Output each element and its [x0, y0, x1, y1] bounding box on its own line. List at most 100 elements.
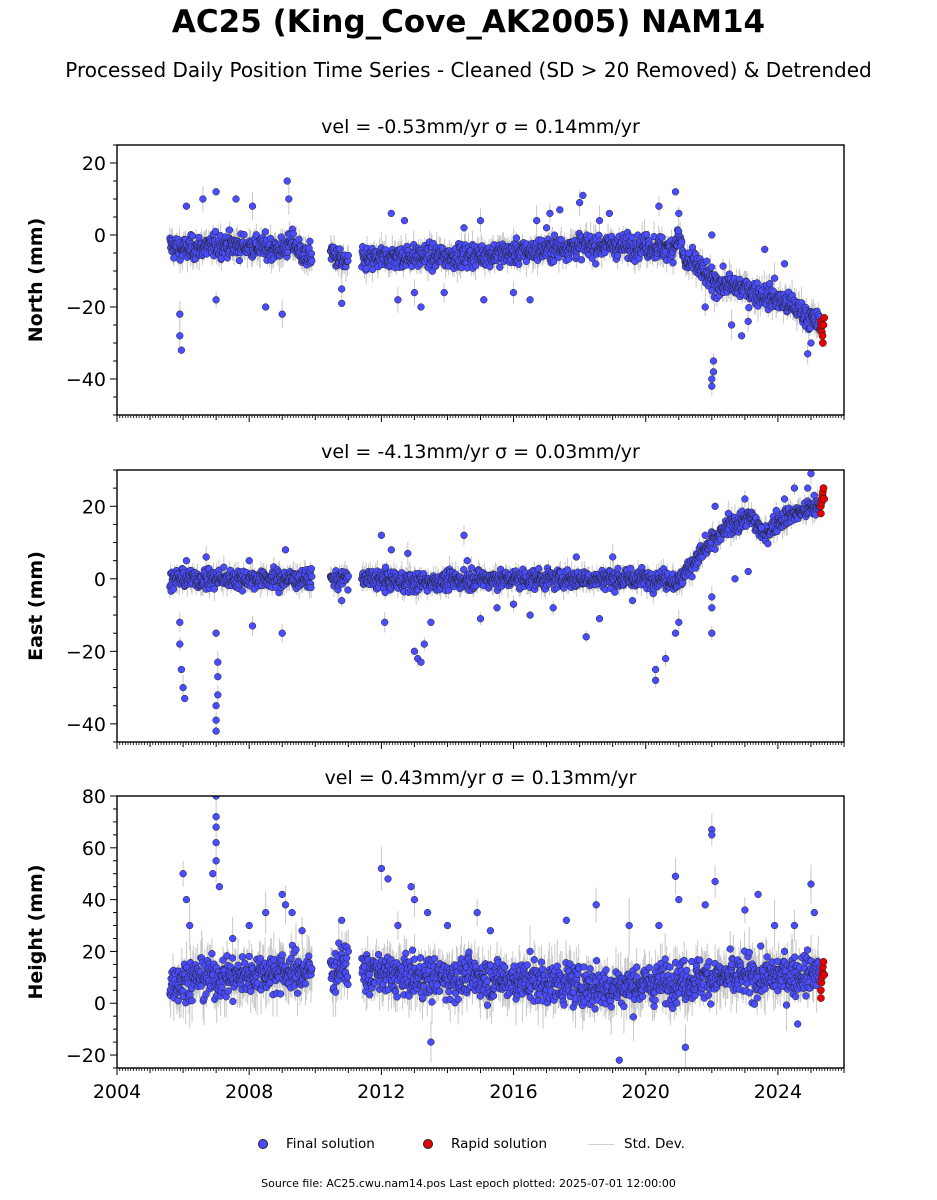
final-solution-point [703, 257, 711, 265]
final-solution-point [688, 573, 696, 581]
y-tick-label: 20 [82, 153, 106, 175]
final-solution-point [220, 563, 228, 571]
final-solution-point [232, 195, 240, 203]
final-solution-point [307, 249, 316, 258]
final-solution-point [655, 202, 663, 210]
final-solution-point [709, 357, 718, 365]
final-solution-point [338, 299, 346, 308]
final-solution-point [262, 303, 270, 311]
final-solution-point [394, 296, 402, 304]
final-solution-point [467, 564, 476, 572]
final-solution-point [235, 256, 243, 265]
final-solution-point [708, 231, 716, 239]
rapid-solution-point [819, 339, 827, 347]
final-solution-point [338, 285, 346, 293]
rapid-solution-point [819, 321, 828, 329]
plot-area-north [166, 177, 829, 396]
final-solution-point [307, 565, 316, 573]
final-solution-point [261, 228, 270, 236]
figure-title: AC25 (King_Cove_AK2005) NAM14 [171, 4, 766, 40]
final-solution-point [675, 209, 683, 218]
final-solution-point [387, 209, 395, 218]
final-solution-point [669, 259, 677, 267]
final-solution-point [707, 263, 716, 271]
final-solution-point [737, 332, 746, 340]
final-solution-point [678, 238, 686, 246]
final-solution-point [308, 257, 316, 265]
final-solution-point [764, 540, 772, 548]
final-solution-point [605, 209, 614, 218]
panel-north: vel = -0.53mm/yr σ = 0.14mm/yr North (mm)… [25, 116, 845, 422]
final-solution-point [512, 234, 521, 242]
final-solution-point [460, 224, 468, 232]
panel-title-east: vel = -4.13mm/yr σ = 0.03mm/yr [321, 441, 640, 463]
final-solution-point [248, 202, 257, 210]
final-solution-point [440, 288, 448, 297]
final-solution-point [685, 249, 693, 257]
final-solution-point [522, 257, 531, 266]
final-solution-point [642, 230, 651, 239]
final-solution-point [708, 382, 716, 390]
final-solution-point [717, 535, 725, 544]
final-solution-point [550, 231, 559, 239]
final-solution-point [546, 209, 554, 218]
y-tick-label: −20 [66, 297, 106, 319]
final-solution-point [476, 216, 485, 225]
final-solution-point [344, 572, 352, 580]
final-solution-point [658, 233, 666, 241]
final-solution-point [671, 188, 680, 196]
final-solution-point [535, 564, 543, 573]
final-solution-point [417, 303, 425, 311]
final-solution-point [199, 195, 207, 203]
y-axis-label-east: East (mm) [25, 551, 47, 661]
final-solution-point [727, 321, 736, 329]
final-solution-point [719, 262, 727, 270]
final-solution-point [780, 260, 789, 268]
final-solution-point [210, 585, 218, 593]
final-solution-point [556, 206, 564, 214]
final-solution-point [212, 188, 220, 196]
final-solution-point [480, 296, 488, 304]
final-solution-point [212, 296, 220, 304]
final-solution-point [515, 260, 523, 268]
final-solution-point [308, 572, 316, 581]
y-tick-label: −40 [66, 369, 106, 391]
final-solution-point [577, 256, 586, 264]
panel-title-north: vel = -0.53mm/yr σ = 0.14mm/yr [321, 116, 640, 138]
final-solution-point [307, 583, 315, 592]
final-solution-point [188, 232, 197, 240]
y-tick-label: 0 [94, 225, 106, 247]
rapid-solution-point [818, 331, 827, 340]
final-solution-point [252, 231, 260, 239]
final-solution-point [745, 303, 753, 312]
final-solution-point [177, 346, 186, 354]
plot-area-east [166, 470, 829, 735]
final-solution-point [766, 280, 774, 288]
final-solution-point [471, 262, 480, 270]
final-solution-point [211, 227, 220, 236]
final-solution-point [611, 588, 619, 596]
final-solution-point [542, 224, 551, 232]
final-solution-point [709, 368, 718, 376]
final-solution-point [240, 230, 248, 239]
final-solution-point [613, 251, 622, 260]
final-solution-point [708, 375, 716, 383]
final-solution-point [336, 245, 344, 253]
final-solution-point [496, 263, 504, 271]
final-solution-point [238, 587, 247, 595]
final-solution-point [283, 177, 291, 185]
figure-subtitle: Processed Daily Position Time Series - C… [65, 58, 872, 82]
final-solution-point [614, 564, 622, 573]
final-solution-point [278, 310, 286, 318]
final-solution-point [804, 350, 812, 358]
final-solution-point [579, 191, 587, 200]
final-solution-point [773, 527, 781, 536]
final-solution-point [744, 317, 752, 326]
final-solution-point [772, 506, 780, 515]
final-solution-point [678, 579, 687, 587]
final-solution-point [306, 237, 314, 245]
final-solution-point [344, 251, 352, 260]
y-axis-label-north: North (mm) [25, 218, 47, 343]
